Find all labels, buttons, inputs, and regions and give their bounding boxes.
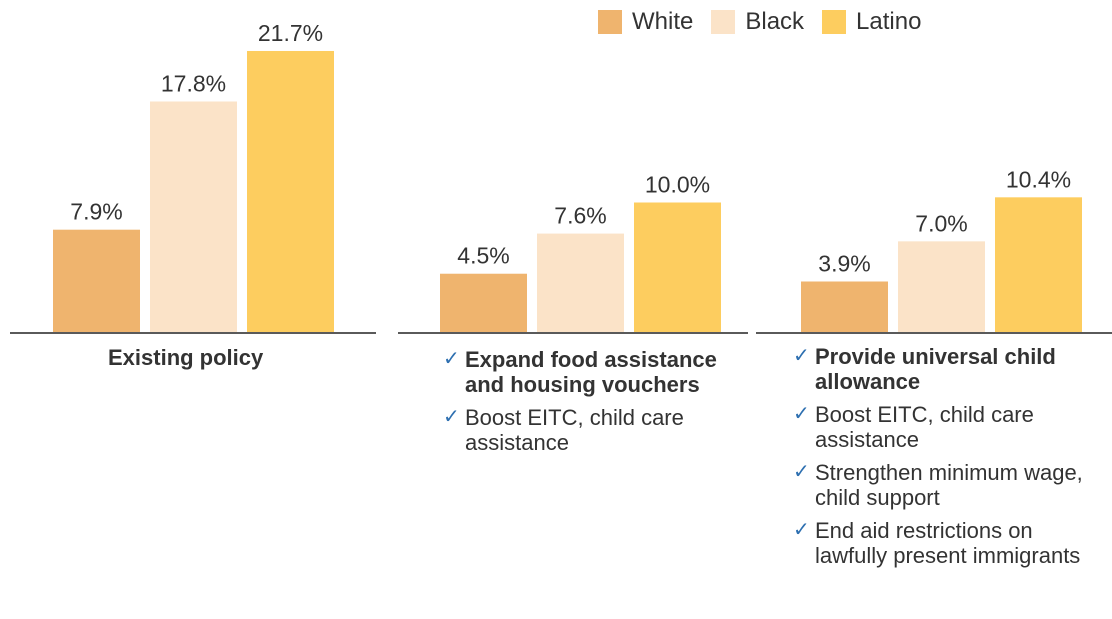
policy-text: Strengthen minimum wage, child support	[815, 460, 1083, 510]
value-label-black-2: 7.0%	[915, 210, 967, 236]
check-icon: ✓	[793, 403, 810, 425]
policy-item: ✓ Provide universal child allowance	[793, 344, 1093, 394]
policy-text: Expand food assistance and housing vouch…	[465, 347, 717, 397]
value-label-white-2: 3.9%	[818, 250, 870, 276]
bar-black-0	[150, 101, 237, 333]
legend-label-black: Black	[745, 8, 805, 35]
policy-text: Boost EITC, child care assistance	[815, 402, 1034, 452]
legend-item-black: Black	[711, 8, 804, 36]
policy-item: ✓ End aid restrictions on lawfully prese…	[793, 518, 1093, 568]
legend-swatch-white	[598, 10, 622, 34]
value-label-black-1: 7.6%	[554, 203, 606, 229]
policy-item: ✓ Boost EITC, child care assistance	[443, 405, 743, 455]
value-label-latino-0: 21.7%	[258, 20, 323, 46]
legend-item-latino: Latino	[822, 8, 921, 36]
bar-latino-2	[995, 197, 1082, 332]
check-icon: ✓	[793, 461, 810, 483]
policy-text: End aid restrictions on lawfully present…	[815, 518, 1081, 568]
bar-black-1	[537, 233, 624, 332]
legend-swatch-latino	[822, 10, 847, 34]
check-icon: ✓	[443, 406, 460, 428]
bar-white-1	[440, 273, 527, 332]
value-label-white-1: 4.5%	[457, 243, 509, 269]
group-universal-child-allowance: ✓ Provide universal child allowance ✓ Bo…	[793, 344, 1093, 576]
bar-black-2	[898, 241, 985, 332]
policy-text: Boost EITC, child care assistance	[465, 405, 684, 455]
bar-latino-0	[247, 50, 334, 333]
check-icon: ✓	[793, 519, 810, 541]
policy-item: ✓ Boost EITC, child care assistance	[793, 402, 1093, 452]
value-label-black-0: 17.8%	[161, 70, 226, 96]
bar-chart: 7.9% 4.5% 3.9% 17.8% 7.6% 7.0% 21.7% 10.0% 10.4%	[10, 20, 1112, 334]
bar-latino-1	[634, 202, 721, 332]
value-label-latino-1: 10.0%	[645, 172, 710, 198]
legend-swatch-black	[711, 10, 736, 34]
policy-item: ✓ Expand food assistance and housing vou…	[443, 347, 743, 397]
check-icon: ✓	[443, 348, 460, 370]
check-icon: ✓	[793, 345, 810, 367]
legend-label-white: White	[632, 8, 694, 35]
group-food-housing: ✓ Expand food assistance and housing vou…	[443, 347, 743, 463]
group-label-existing-policy: Existing policy	[108, 345, 264, 370]
legend-item-white: White	[598, 8, 693, 36]
value-label-white-0: 7.9%	[70, 199, 122, 225]
legend: White Black Latino	[598, 8, 939, 36]
legend-label-latino: Latino	[856, 8, 922, 35]
policy-item: ✓ Strengthen minimum wage, child support	[793, 460, 1093, 510]
group-existing-policy: Existing policy	[108, 345, 263, 370]
bar-white-2	[801, 281, 888, 332]
policy-text: Provide universal child allowance	[815, 344, 1056, 394]
value-label-latino-2: 10.4%	[1006, 166, 1071, 192]
bar-white-0	[53, 229, 140, 332]
